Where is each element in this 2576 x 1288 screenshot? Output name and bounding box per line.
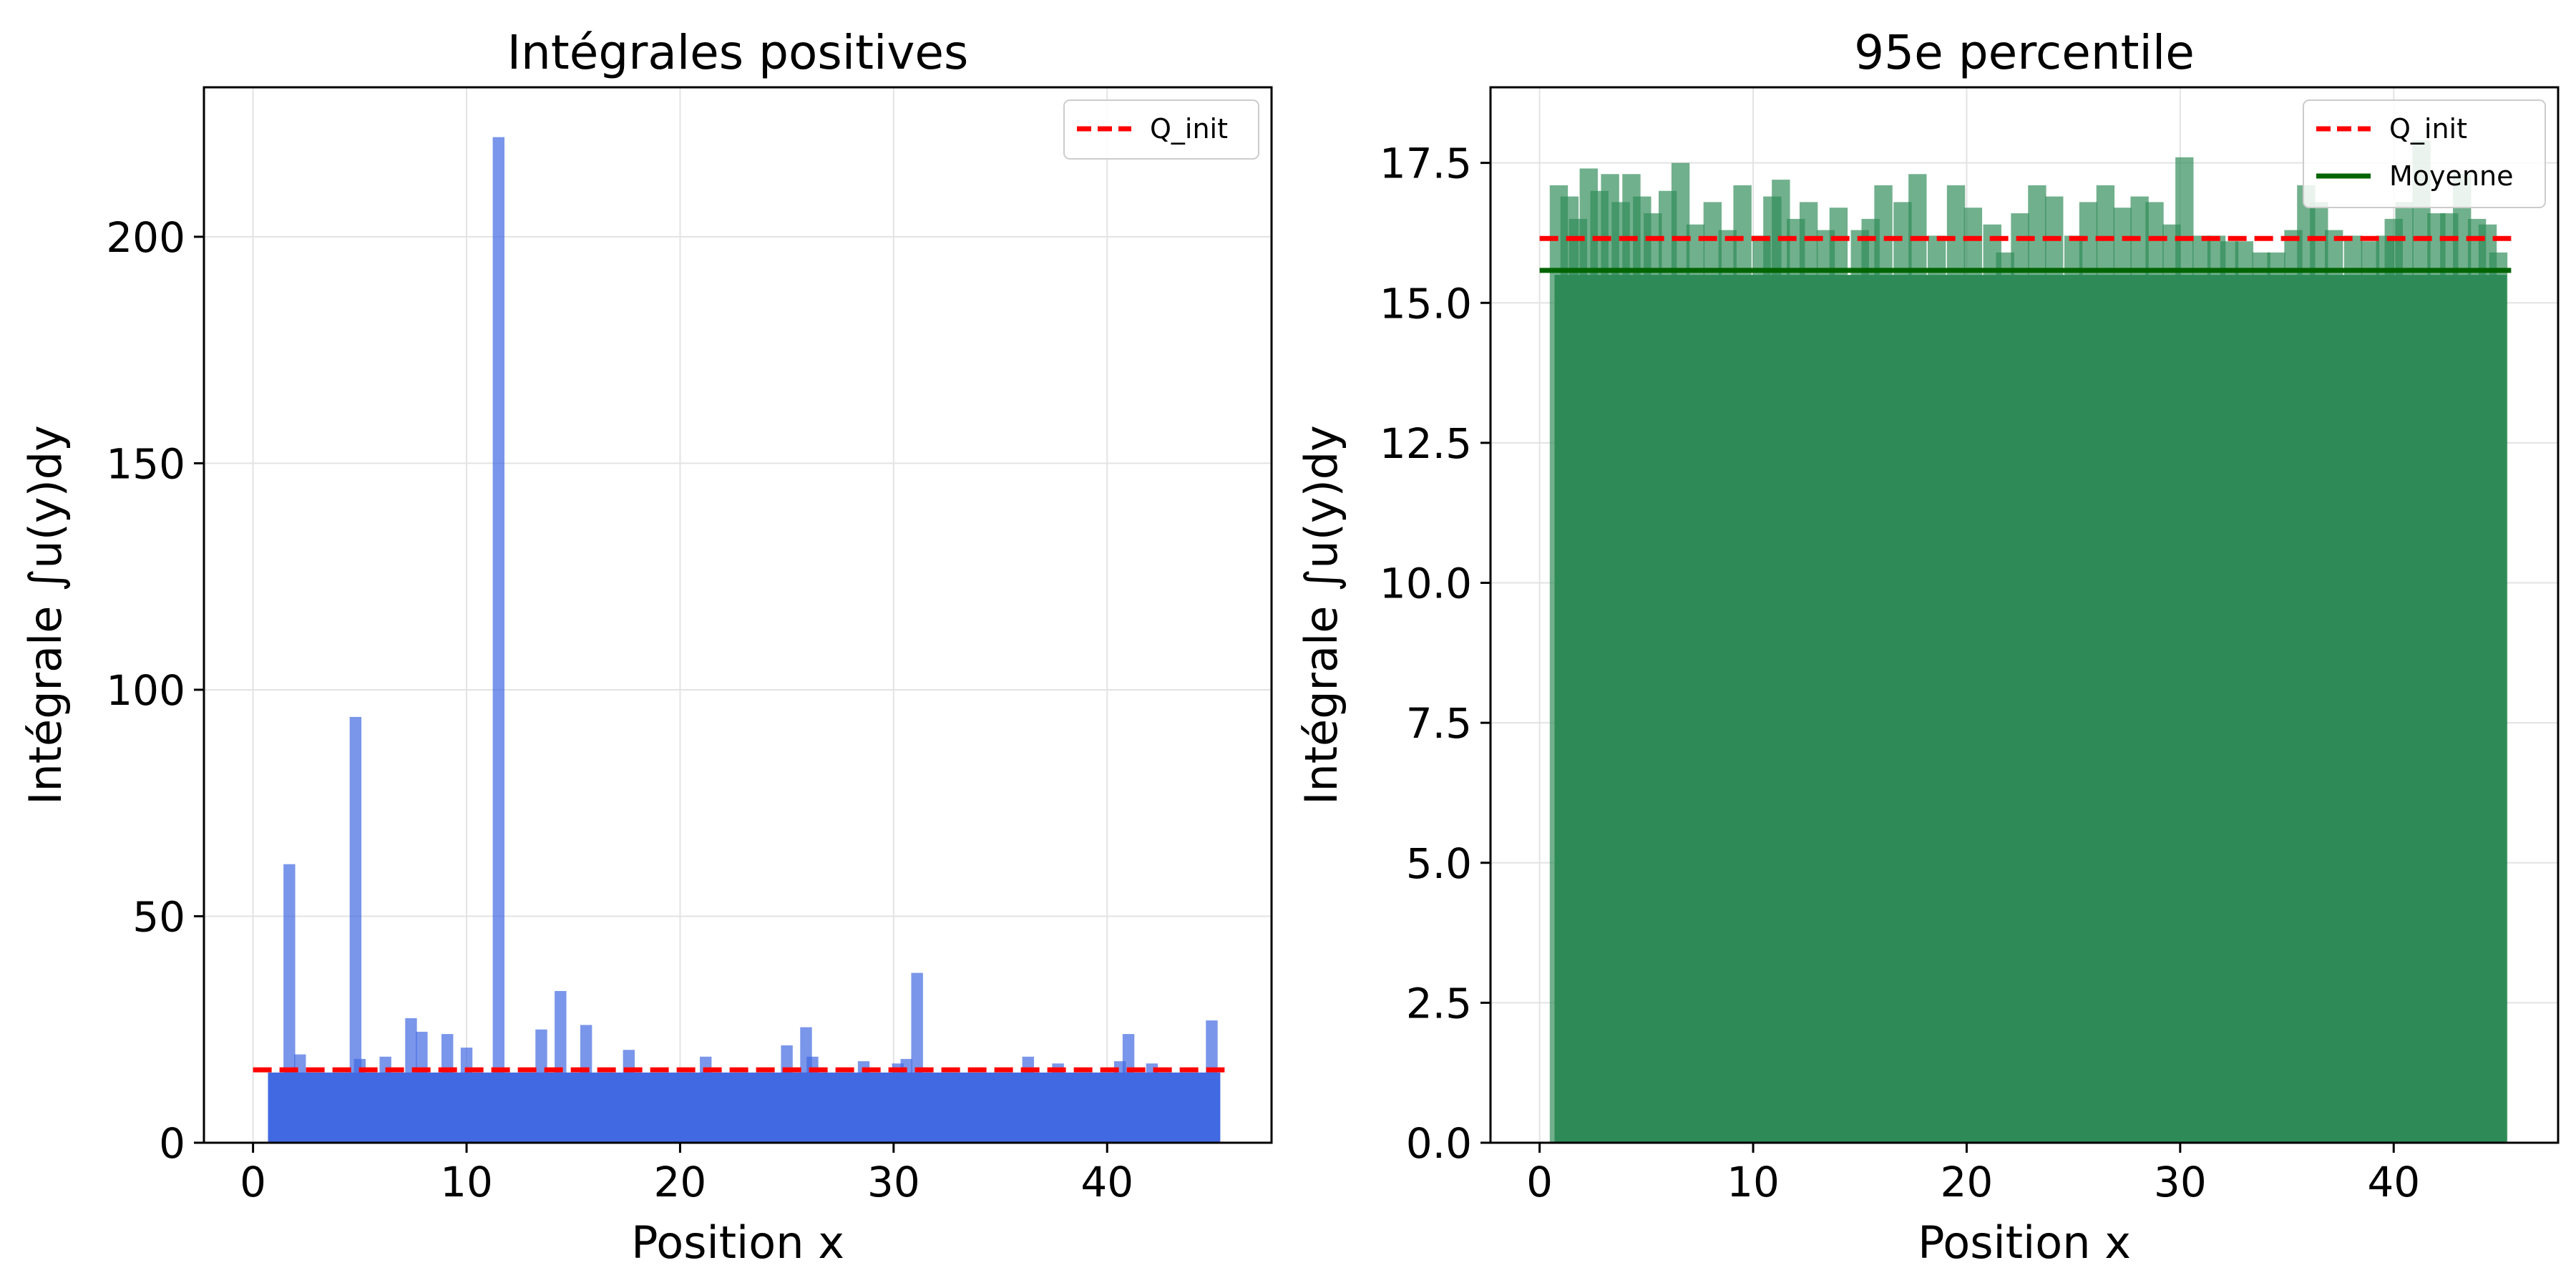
y-tick-label: 7.5 — [1406, 699, 1472, 748]
x-tick-label: 30 — [2154, 1158, 2207, 1206]
y-tick-label: 0.0 — [1406, 1119, 1472, 1168]
x-axis-label: Position x — [631, 1216, 844, 1269]
axes-frame — [203, 86, 1273, 1144]
legend-box — [1063, 99, 1259, 160]
legend-entry: Moyenne — [2389, 160, 2513, 192]
y-axis-label: Intégrale ∫u(y)dy — [19, 425, 72, 805]
y-tick-label: 50 — [132, 892, 185, 941]
bar — [492, 137, 504, 1143]
left-chart: 0 10 20 30 40 0 50 100 150 200 Intégrales positive… — [19, 25, 1273, 1269]
bar — [349, 716, 362, 1143]
x-tick-label: 40 — [2367, 1158, 2420, 1206]
y-tick-label: 15.0 — [1380, 279, 1472, 328]
x-tick-label: 0 — [1526, 1158, 1553, 1206]
y-tick-label: 5.0 — [1406, 839, 1472, 888]
x-tick-label: 30 — [867, 1158, 920, 1206]
x-tick-label: 20 — [1941, 1158, 1994, 1206]
axes-frame — [1489, 86, 2560, 1144]
x-axis-label: Position x — [1918, 1216, 2131, 1269]
x-tick-label: 20 — [654, 1158, 707, 1206]
y-tick-label: 2.5 — [1406, 979, 1472, 1028]
chart-title: Intégrales positives — [507, 25, 969, 80]
y-tick-label: 10.0 — [1380, 560, 1472, 608]
y-tick-label: 150 — [106, 439, 185, 488]
y-tick-label: 0 — [159, 1119, 185, 1168]
x-tick-label: 10 — [440, 1158, 493, 1206]
legend-entry: Q_init — [2389, 113, 2467, 145]
x-tick-label: 40 — [1080, 1158, 1133, 1206]
bar-baseline-block — [1554, 275, 2507, 1143]
right-chart: 0 10 20 30 40 0.0 2.5 5.0 7.5 10.0 12.5 15.0 17.5 95e… — [1295, 25, 2560, 1269]
y-tick-label: 12.5 — [1380, 419, 1472, 468]
x-tick-label: 10 — [1727, 1158, 1780, 1206]
y-tick-label: 200 — [106, 213, 185, 262]
x-tick-label: 0 — [240, 1158, 266, 1206]
y-axis-label: Intégrale ∫u(y)dy — [1295, 425, 1347, 805]
legend-entry: Q_init — [1150, 113, 1228, 145]
bar-baseline-block — [268, 1072, 1221, 1143]
chart-title: 95e percentile — [1854, 25, 2195, 80]
y-tick-label: 100 — [106, 666, 185, 715]
y-tick-label: 17.5 — [1380, 140, 1472, 188]
